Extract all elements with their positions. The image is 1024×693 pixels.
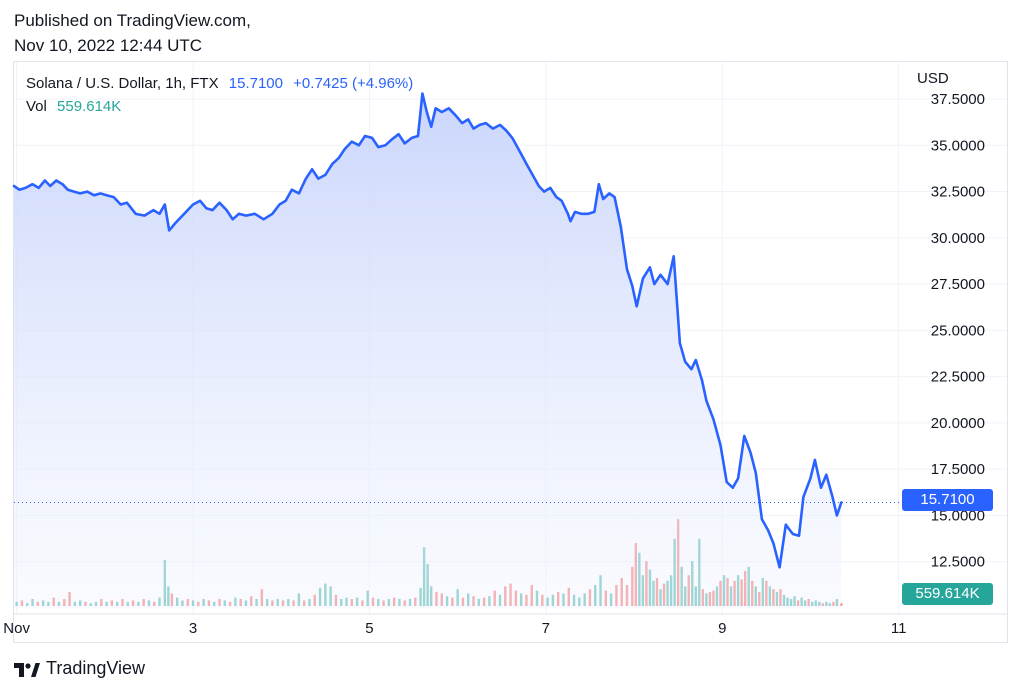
legend-symbol: Solana / U.S. Dollar, 1h, FTX [26,75,219,92]
y-tick-label: 27.5000 [931,276,985,293]
volume-tag: 559.614K [902,583,993,605]
chart-frame [13,61,1008,643]
published-date: Nov 10, 2022 12:44 UTC [14,36,203,55]
x-tick-label: 5 [365,620,373,637]
axes: 12.5000 15.0000 17.5000 20.0000 22.5000 25.00… [3,91,1007,637]
y-tick-label: 17.5000 [931,461,985,478]
last-price-tag: 15.7100 [902,489,993,511]
x-tick-label: 11 [891,620,907,637]
volume-bar [840,603,843,606]
y-tick-label: 12.5000 [931,554,985,571]
y-tick-label: 25.0000 [931,322,985,339]
price-area [14,93,842,608]
published-label: Published on TradingView.com, [14,11,251,30]
x-tick-label: 9 [718,620,726,637]
legend-symbol-row: Solana / U.S. Dollar, 1h, FTX 15.7100 +0… [26,75,413,92]
legend-volume-value: 559.614K [57,98,122,115]
y-tick-label: 15.0000 [931,507,985,524]
price-area-fill [14,93,842,608]
x-tick-label: 7 [542,620,550,637]
y-tick-label: 32.5000 [931,184,985,201]
y-tick-label: 37.5000 [931,91,985,108]
legend-price: 15.7100 [228,75,283,92]
tradingview-brand[interactable]: TradingView [14,658,145,679]
x-tick-label: 3 [189,620,197,637]
tradingview-logo-icon [14,662,40,677]
y-tick-label: 20.0000 [931,415,985,432]
legend-volume-label: Vol [26,98,47,115]
currency-label: USD [917,70,949,87]
price-series-line [12,92,843,569]
y-tick-label: 22.5000 [931,369,985,386]
y-tick-label: 30.0000 [931,230,985,247]
brand-name: TradingView [46,658,146,678]
legend-change: +0.7425 (+4.96%) [293,75,414,92]
x-tick-label: Nov [3,620,30,637]
price-line [12,92,900,569]
legend-volume-row: Vol 559.614K [26,98,121,115]
y-tick-label: 35.0000 [931,137,985,154]
